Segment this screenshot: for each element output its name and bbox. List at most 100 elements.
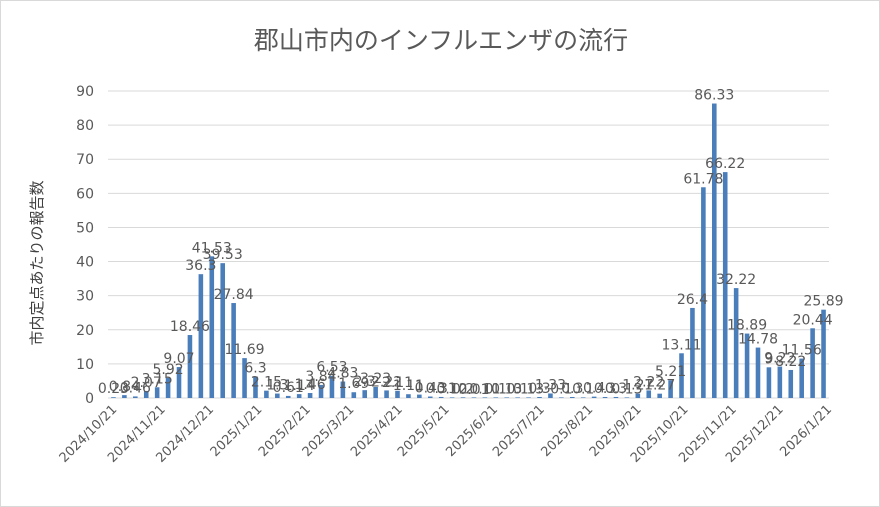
bar [635,393,641,398]
bar [307,393,313,398]
data-label: 18.89 [727,318,767,334]
data-label: 5.92 [152,362,183,378]
bar [373,386,378,398]
y-axis-ticks: 0 10 20 30 40 50 60 70 80 90 [76,84,94,407]
bar [766,367,772,398]
bar [744,333,750,398]
y-tick-label: 60 [76,186,94,202]
data-label: 61.78 [683,171,723,187]
bar [602,396,608,398]
bar [449,397,455,398]
data-label: 9.07 [163,351,194,367]
x-axis-ticks: 2024/10/212024/11/212024/12/212025/1/212… [57,402,835,466]
bar [668,380,673,398]
data-label: 0.12 [437,382,468,398]
data-label: 2.11 [382,375,413,391]
y-tick-label: 30 [76,289,94,305]
bar [755,347,761,398]
bar [701,187,706,398]
data-label: 18.46 [170,319,210,335]
bar [559,397,564,398]
data-label: 2.22 [633,374,664,390]
data-label: 6.53 [316,360,347,376]
bar [395,390,400,398]
bar [580,397,586,398]
data-label: 0.1 [550,382,572,398]
data-label: 0.31 [426,381,457,397]
data-label: 0.61 [273,380,304,396]
bar [712,103,717,399]
data-label: 0.01 [458,382,489,398]
bar [777,366,783,398]
bar [275,393,280,398]
data-label: 26.4 [677,292,708,308]
data-label: 0.3 [605,381,627,397]
data-label: 2.07 [131,375,162,391]
data-label: 20.44 [793,312,833,328]
bar [231,303,236,398]
bar [569,396,575,398]
bar [460,397,466,398]
data-label: 1.69 [338,376,369,392]
data-label: 3.84 [305,369,336,385]
bar [242,358,247,398]
bar [133,396,138,398]
data-label: 0.3 [561,381,583,397]
bar [613,396,619,398]
bar [504,397,510,398]
data-label: 0.11 [469,382,500,398]
data-label: 0.1 [485,382,507,398]
bar [285,395,291,398]
data-label: 0.13 [491,382,522,398]
data-label: 66.22 [705,156,745,172]
data-label: 2.3 [354,374,376,390]
data-label: 6.3 [244,361,266,377]
bar [143,390,149,398]
y-axis-label: 市内定点あたりの報告数 [28,180,46,345]
data-label: 1.11 [393,378,424,394]
bar [220,263,225,398]
y-tick-label: 80 [76,118,94,134]
data-label: 36.3 [185,258,216,274]
bar [176,367,182,398]
bar [548,393,553,398]
data-label: 1.46 [295,377,326,393]
data-label: 0.43 [415,381,446,397]
data-label: 0.23 [98,381,129,397]
bar [154,387,160,398]
data-label: 11.69 [225,342,265,358]
bar [722,172,728,398]
bar [296,394,302,398]
bar [591,396,597,398]
bar [657,393,662,398]
data-label: 0.1 [507,382,529,398]
bar [122,395,127,398]
bar [526,397,531,398]
bar [482,397,488,398]
chart-title: 郡山市内のインフルエンザの流行 [254,26,628,55]
bar [471,397,477,398]
data-label: 1.27 [622,378,653,394]
y-tick-label: 50 [76,220,94,236]
data-label: 0.4 [583,381,605,397]
data-label: 5.21 [655,364,686,380]
data-label: 39.53 [203,247,243,263]
y-tick-label: 40 [76,255,94,271]
bar [679,353,684,398]
bar [646,390,652,398]
y-tick-label: 70 [76,152,94,168]
data-label: 2.15 [251,375,282,391]
bar [264,390,269,398]
bar [165,377,171,398]
data-label: 0.1 [572,382,594,398]
data-label: 2.22 [371,374,402,390]
bar [821,309,826,398]
bar [690,307,695,398]
data-label: 0.46 [120,380,151,396]
bar [493,397,499,398]
data-label: 13.11 [661,337,701,353]
data-label: 86.33 [694,88,734,104]
data-labels: 0.230.840.462.073.155.929.07 18.46 36.3 41.… [98,88,844,398]
data-label: 27.84 [214,287,254,303]
bar [351,392,357,398]
